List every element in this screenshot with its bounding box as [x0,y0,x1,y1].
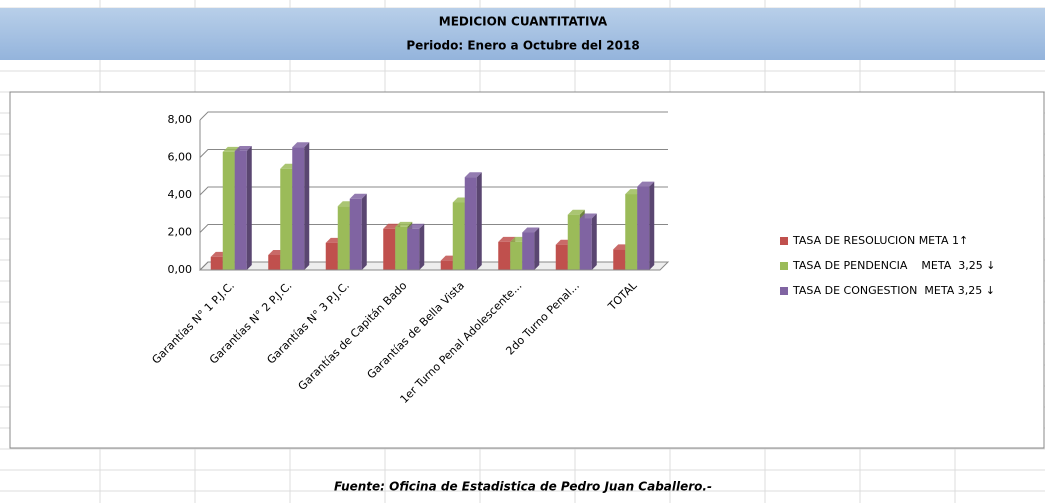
bar-top [637,181,655,187]
grid-line [199,186,668,196]
bar [234,145,252,270]
legend-swatch [780,262,788,270]
bar [464,172,482,270]
bar-top [498,236,516,242]
y-tick-label: 8,00 [168,113,193,126]
bar-front [292,147,305,270]
bar-front [522,232,535,270]
bar-front [222,151,235,270]
bar [349,193,367,270]
bar-front [464,177,477,270]
bar-top [579,213,597,219]
y-tick-label: 0,00 [168,263,193,276]
legend-label: TASA DE RESOLUCION META 1↑ [792,234,968,247]
header-subtitle: Periodo: Enero a Octubre del 2018 [406,39,639,53]
bar-front [280,168,293,270]
bar-front [210,256,223,270]
legend-label: TASA DE PENDENCIA META 3,25 ↓ [792,259,995,272]
bar-top [292,142,310,148]
bar [637,181,655,270]
bar-side [419,223,425,270]
bar-front [325,242,338,270]
bar [579,213,597,270]
y-tick-label: 2,00 [168,226,193,239]
grid-line [199,111,668,121]
bar-front [383,228,396,270]
bar-top [567,209,585,215]
grid-line [199,224,668,233]
bar-front [337,206,350,270]
bar-front [234,150,247,270]
bar [407,223,425,270]
bar-front [452,202,465,270]
bar-front [555,244,568,270]
footer: Fuente: Oficina de Estadistica de Pedro … [334,480,712,494]
bar-side [534,227,540,270]
bar-top [464,172,482,178]
bar-top [349,193,367,199]
legend-label: TASA DE CONGESTION META 3,25 ↓ [792,284,995,297]
header-title: MEDICION CUANTITATIVA [439,15,608,29]
bar-side [361,193,367,270]
bar [292,142,310,270]
grid-line [199,149,668,158]
bar [522,227,540,270]
bar-front [579,218,592,270]
bar-front [625,194,638,270]
bar-top [522,227,540,233]
bar-side [649,181,655,270]
bar-front [637,186,650,270]
bar-side [591,213,597,270]
bar-top [234,145,252,151]
bar-front [407,228,420,270]
bar-side [304,142,310,270]
bar-front [395,226,408,270]
bar-front [613,249,626,270]
y-tick-label: 6,00 [168,151,193,164]
bar-side [246,145,252,270]
header-band [0,8,1045,60]
bar-front [440,260,453,270]
bar-front [349,198,362,270]
bar-side [476,172,482,270]
legend-swatch [780,287,788,295]
bar-front [498,241,511,270]
bar-top [407,223,425,229]
y-tick-label: 4,00 [168,188,193,201]
legend-swatch [780,237,788,245]
bar-front [268,255,281,270]
bar-front [567,214,580,270]
bar-front [510,241,523,270]
bar-top [395,221,413,227]
